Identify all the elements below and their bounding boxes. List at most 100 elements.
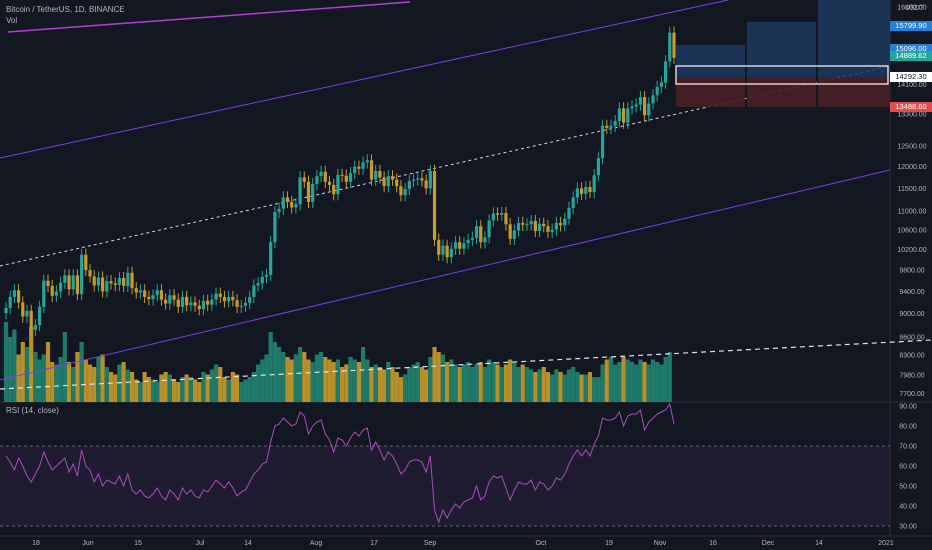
volume-bar xyxy=(138,382,143,402)
candle-body xyxy=(353,166,357,174)
volume-bar xyxy=(663,357,668,402)
volume-bar xyxy=(8,337,13,402)
candle-body xyxy=(651,95,655,104)
candle-body xyxy=(63,275,67,283)
volume-bar xyxy=(634,364,639,402)
candle-body xyxy=(290,201,294,208)
rsi-line xyxy=(5,402,675,524)
candle-body xyxy=(663,61,668,83)
volume-bar xyxy=(66,362,72,402)
volume-bar xyxy=(155,382,160,402)
candle-body xyxy=(126,272,130,287)
volume-bar xyxy=(192,379,198,402)
volume-bar xyxy=(583,374,588,402)
volume-bar xyxy=(205,374,210,402)
candle-body xyxy=(206,300,210,305)
candle-body xyxy=(550,229,554,232)
price-axis[interactable]: 16400.0015800.0015000.0014100.0013300.00… xyxy=(897,5,926,531)
candle-body xyxy=(563,218,567,226)
candle-body xyxy=(214,293,218,300)
volume-bar xyxy=(440,354,446,402)
candle-body xyxy=(609,125,613,128)
candle-body xyxy=(75,275,80,295)
price-tick-label: 7700.00 xyxy=(899,391,924,398)
volume-bar xyxy=(499,367,504,402)
volume-bar xyxy=(529,369,534,402)
volume-bar xyxy=(482,367,488,402)
candle-body xyxy=(516,222,521,231)
candle-body xyxy=(575,188,579,198)
candle-body xyxy=(222,296,227,302)
volume-bar xyxy=(310,362,315,402)
price-tick-label: 12000.00 xyxy=(897,164,926,171)
volume-bar xyxy=(289,359,294,402)
volume-bar xyxy=(104,367,109,402)
volume-bar xyxy=(87,364,93,402)
candle-body xyxy=(491,213,495,221)
volume-bar xyxy=(222,377,227,402)
rsi-tick-label: 50.00 xyxy=(899,484,917,491)
price-tick-label: 10200.00 xyxy=(897,247,926,254)
volume-bar xyxy=(24,347,30,402)
rsi-label: RSI (14, close) xyxy=(6,406,59,415)
candle-body xyxy=(642,97,647,116)
volume-bar xyxy=(356,362,362,402)
candle-body xyxy=(306,181,311,202)
currency-label: USDT xyxy=(904,5,924,12)
volume-bar xyxy=(436,352,441,402)
volume-bar xyxy=(424,369,429,402)
candle-body xyxy=(453,242,458,249)
time-axis[interactable]: 18 Jun 15 Jul 14 Aug 17 Sep Oct 19 Nov 16 Dec 14 2021 xyxy=(32,540,894,547)
candle-body xyxy=(466,239,470,244)
volume-bar xyxy=(478,362,483,402)
candle-body xyxy=(407,180,411,189)
volume-bar xyxy=(394,372,399,402)
volume-bar xyxy=(146,377,151,402)
candle-body xyxy=(231,296,235,301)
volume-bar xyxy=(335,359,340,402)
volume-bar xyxy=(134,379,139,402)
volume-bar xyxy=(457,367,462,402)
volume-bar xyxy=(171,379,177,402)
position-zones[interactable] xyxy=(675,0,890,107)
volume-bar xyxy=(54,364,59,402)
candle-body xyxy=(659,82,663,87)
rsi-pane xyxy=(0,402,890,527)
volume-bar xyxy=(642,362,647,402)
candle-body xyxy=(101,277,105,292)
candle-body xyxy=(399,186,403,196)
candle-body xyxy=(617,108,621,122)
candle-body xyxy=(369,160,374,180)
candle-body xyxy=(445,245,449,258)
volume-bar xyxy=(260,359,265,402)
volume-bar xyxy=(554,369,559,402)
volume-bar xyxy=(432,347,437,402)
volume-bar xyxy=(218,367,223,402)
candle-body xyxy=(348,173,353,182)
candle-body xyxy=(470,237,474,240)
price-tick-label: 8600.00 xyxy=(899,334,924,341)
volume-bar xyxy=(129,372,135,402)
volume-bar xyxy=(592,377,597,402)
candle-body xyxy=(96,277,101,286)
candle-body xyxy=(33,325,38,330)
candle-body xyxy=(210,299,214,305)
volume-bar xyxy=(331,362,336,402)
volume-bar xyxy=(33,352,38,402)
price-badge: 15096.00 xyxy=(890,44,932,55)
volume-bar xyxy=(428,357,433,402)
volume-bar xyxy=(3,322,9,402)
volume-bar xyxy=(108,372,114,402)
candle-body xyxy=(378,170,382,178)
candle-body xyxy=(67,275,71,290)
candle-body xyxy=(521,222,525,225)
time-tick-label: 2021 xyxy=(878,540,894,547)
volume-bar xyxy=(474,364,479,402)
candle-body xyxy=(357,166,361,169)
stop-zone xyxy=(818,77,890,107)
candle-body xyxy=(432,170,437,240)
candle-body xyxy=(626,108,630,123)
candle-body xyxy=(462,243,466,249)
volume-bar xyxy=(239,382,244,402)
